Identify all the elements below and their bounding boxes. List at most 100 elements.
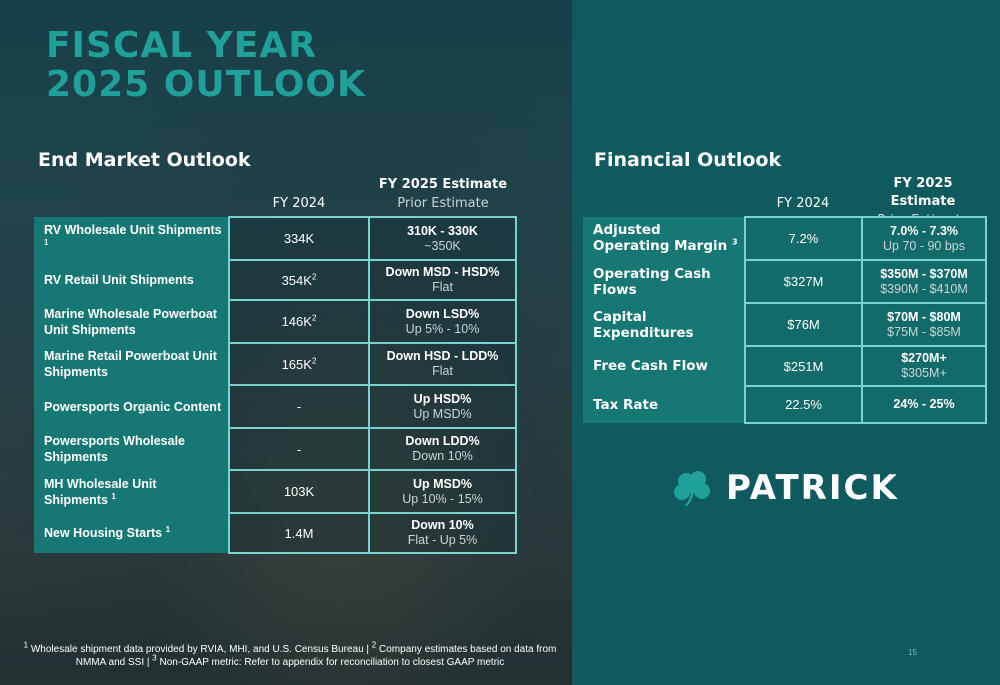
fy2025-estimate: Down HSD - LDD% xyxy=(386,349,499,363)
row-label-text: Marine Wholesale Powerboat Unit Shipment… xyxy=(44,306,217,337)
table-row: MH Wholesale Unit Shipments 1 103K Up MSD%… xyxy=(34,469,517,514)
fy2024-value: 146K2 xyxy=(228,299,370,344)
fy2025-estimate: Down LDD% xyxy=(405,434,480,448)
estimate-cell: 310K - 330K ~350K xyxy=(368,216,517,261)
row-label-text: Powersports Organic Content xyxy=(44,399,222,414)
footnote-sup-1: 1 xyxy=(23,640,29,650)
row-label-text: New Housing Starts xyxy=(44,526,163,540)
table-row: RV Retail Unit Shipments 354K2 Down MSD - … xyxy=(34,259,517,301)
fy2025-estimate: 310K - 330K xyxy=(407,223,478,238)
end-market-col-estimate: FY 2025 Estimate Prior Estimate xyxy=(370,176,516,213)
table-row: Marine Wholesale Powerboat Unit Shipment… xyxy=(34,299,517,344)
footnote-sup-3: 3 xyxy=(152,653,157,663)
fy2024-value-text: $327M xyxy=(783,274,824,289)
fy2024-value-text: 354K xyxy=(281,272,312,288)
row-label: Powersports Organic Content xyxy=(34,385,230,428)
end-market-col-estimate-label: FY 2025 Estimate xyxy=(378,177,508,192)
fy2024-footnote: 2 xyxy=(311,356,317,366)
fy2024-value: $327M xyxy=(744,259,863,304)
page-number: 15 xyxy=(908,648,917,657)
row-label: RV Wholesale Unit Shipments 1 xyxy=(34,217,230,260)
row-label-text: Free Cash Flow xyxy=(593,358,708,374)
footnote-text-1: Wholesale shipment data provided by RVIA… xyxy=(28,644,372,655)
row-label-footnote: 1 xyxy=(44,237,49,247)
row-label: Operating Cash Flows xyxy=(583,260,746,303)
fy2024-value: 7.2% xyxy=(744,216,863,261)
table-row: Marine Retail Powerboat Unit Shipments 16… xyxy=(34,342,517,386)
row-label-text: RV Wholesale Unit Shipments xyxy=(44,223,222,237)
fy2024-value-text: - xyxy=(296,441,302,457)
fy2024-value-text: - xyxy=(296,399,302,414)
financial-col-estimate-label: FY 2025 Estimate xyxy=(890,176,956,209)
fy2024-value-text: 1.4M xyxy=(284,525,314,541)
fy2024-value: 354K2 xyxy=(228,259,370,301)
row-label-text: Tax Rate xyxy=(593,396,659,413)
estimate-cell: Down HSD - LDD% Flat xyxy=(368,342,517,386)
estimate-cell: Up MSD% Up 10% - 15% xyxy=(368,469,517,514)
fy2024-value-text: 146K xyxy=(281,314,312,329)
fy2025-estimate: Down LSD% xyxy=(405,306,480,321)
table-row: Powersports Wholesale Shipments - Down LDD… xyxy=(34,427,517,471)
prior-estimate: $305M+ xyxy=(901,366,947,380)
estimate-cell: $270M+ $305M+ xyxy=(861,345,987,387)
prior-estimate: $75M - $85M xyxy=(887,324,961,339)
row-label-text: Adjusted Operating Margin xyxy=(593,222,728,254)
patrick-logo: PATRICK xyxy=(672,468,899,508)
fy2025-estimate: Down 10% xyxy=(411,518,474,532)
end-market-col-fy2024: FY 2024 xyxy=(272,196,326,211)
fy2025-estimate: Down MSD - HSD% xyxy=(385,265,500,279)
footnote-sup-2: 2 xyxy=(371,640,377,650)
fy2024-value-text: 103K xyxy=(283,484,315,499)
fy2024-value-text: 165K xyxy=(281,356,312,372)
fy2025-estimate: $70M - $80M xyxy=(887,309,961,324)
row-label: Marine Wholesale Powerboat Unit Shipment… xyxy=(34,300,230,343)
row-label-text: RV Retail Unit Shipments xyxy=(44,273,194,287)
row-label-text: MH Wholesale Unit Shipments xyxy=(44,476,157,507)
fy2024-value-text: 22.5% xyxy=(785,397,822,412)
table-row: Tax Rate 22.5% 24% - 25% xyxy=(583,385,987,424)
fy2024-footnote: 2 xyxy=(311,313,317,323)
fy2025-estimate: 24% - 25% xyxy=(893,397,955,411)
table-row: Adjusted Operating Margin 3 7.2% 7.0% - 7.… xyxy=(583,216,987,261)
row-label: Adjusted Operating Margin 3 xyxy=(583,217,746,260)
table-row: Operating Cash Flows $327M $350M - $370M $3… xyxy=(583,259,987,304)
prior-estimate: $390M - $410M xyxy=(880,281,968,296)
logo-text: PATRICK xyxy=(726,468,899,508)
prior-estimate: Up MSD% xyxy=(413,406,472,421)
prior-estimate: Down 10% xyxy=(412,449,473,463)
fy2024-value-text: $251M xyxy=(783,358,824,374)
footnote-text-3: Non-GAAP metric: Refer to appendix for r… xyxy=(156,657,505,668)
fy2024-value: 165K2 xyxy=(228,342,370,386)
prior-estimate: ~350K xyxy=(424,238,461,253)
row-label: RV Retail Unit Shipments xyxy=(34,260,230,300)
prior-estimate: Up 10% - 15% xyxy=(402,491,483,506)
fy2024-value: $251M xyxy=(744,345,863,387)
fy2024-value: 1.4M xyxy=(228,512,370,554)
footnote-text-2: Company estimates based on data from NMM… xyxy=(75,644,557,668)
fy2025-estimate: 7.0% - 7.3% xyxy=(889,223,959,238)
end-market-col-prior-label: Prior Estimate xyxy=(397,196,489,211)
fy2024-value: 103K xyxy=(228,469,370,514)
estimate-cell: Down MSD - HSD% Flat xyxy=(368,259,517,301)
estimate-cell: Down LSD% Up 5% - 10% xyxy=(368,299,517,344)
row-label-footnote: 3 xyxy=(731,237,738,247)
row-label-text: Marine Retail Powerboat Unit Shipments xyxy=(44,349,217,379)
prior-estimate: Flat - Up 5% xyxy=(407,533,478,547)
financial-heading: Financial Outlook xyxy=(594,149,782,171)
row-label-footnote: 1 xyxy=(111,491,116,501)
end-market-heading: End Market Outlook xyxy=(38,149,251,171)
shamrock-icon xyxy=(674,471,710,506)
footnote: 1 Wholesale shipment data provided by RV… xyxy=(16,640,564,669)
row-label: Capital Expenditures xyxy=(583,303,746,346)
estimate-cell: $70M - $80M $75M - $85M xyxy=(861,302,987,347)
row-label-text: Operating Cash Flows xyxy=(593,265,711,298)
fy2025-estimate: $270M+ xyxy=(901,351,947,365)
prior-estimate: Flat xyxy=(432,364,453,378)
table-row: New Housing Starts 1 1.4M Down 10% Flat - U… xyxy=(34,512,517,554)
fy2024-value: - xyxy=(228,384,370,429)
row-label: Marine Retail Powerboat Unit Shipments xyxy=(34,343,230,385)
end-market-table: RV Wholesale Unit Shipments 1 334K 310K - … xyxy=(34,216,517,554)
estimate-cell: 24% - 25% xyxy=(861,385,987,424)
row-label: Tax Rate xyxy=(583,386,746,423)
fy2024-value: 334K xyxy=(228,216,370,261)
